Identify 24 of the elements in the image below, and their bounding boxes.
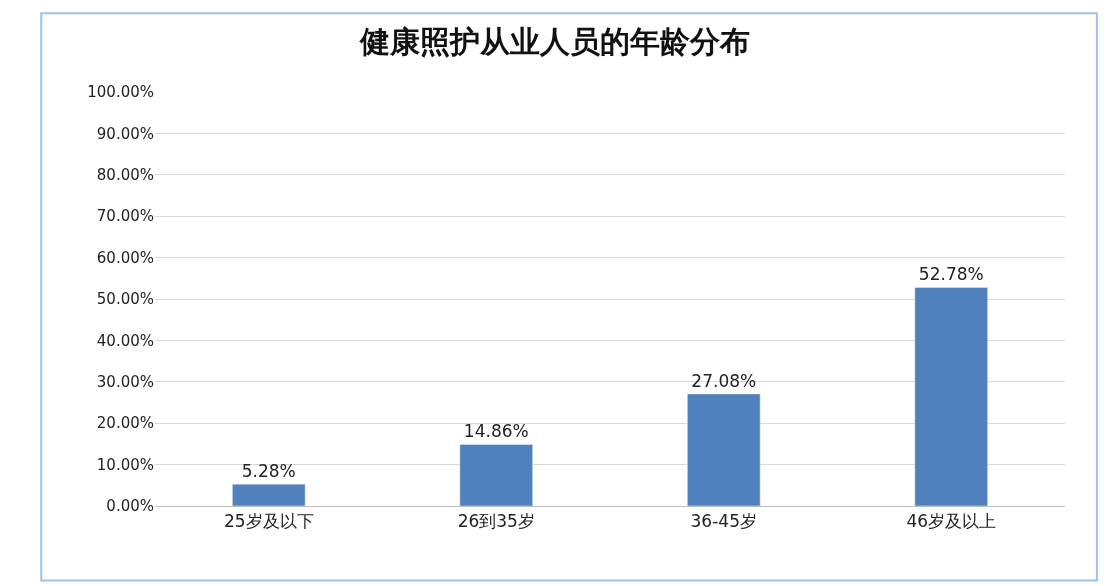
x-tick-label: 26到35岁	[457, 511, 535, 532]
data-label: 5.28%	[241, 461, 296, 482]
data-label: 14.86%	[463, 421, 529, 442]
x-tick-label: 25岁及以下	[223, 511, 314, 532]
y-tick-label: 60.00%	[96, 248, 154, 267]
bar	[232, 483, 306, 506]
y-tick-label: 90.00%	[96, 124, 154, 143]
y-tick-label: 0.00%	[106, 497, 154, 516]
data-label: 27.08%	[691, 370, 757, 391]
y-tick-label: 70.00%	[96, 207, 154, 226]
y-tick-label: 50.00%	[96, 290, 154, 309]
y-tick-label: 10.00%	[96, 455, 154, 474]
y-tick-label: 80.00%	[96, 166, 154, 185]
bar	[914, 287, 988, 506]
data-label: 52.78%	[918, 264, 984, 285]
chart-title: 健康照护从业人员的年龄分布	[359, 23, 750, 59]
y-tick-label: 40.00%	[96, 331, 154, 350]
y-tick-label: 100.00%	[87, 83, 154, 102]
y-tick-label: 30.00%	[96, 373, 154, 392]
x-tick-label: 46岁及以上	[906, 511, 997, 532]
bar	[459, 444, 533, 506]
x-tick-label: 36-45岁	[690, 511, 757, 532]
bar	[687, 393, 761, 506]
y-tick-label: 20.00%	[96, 414, 154, 433]
